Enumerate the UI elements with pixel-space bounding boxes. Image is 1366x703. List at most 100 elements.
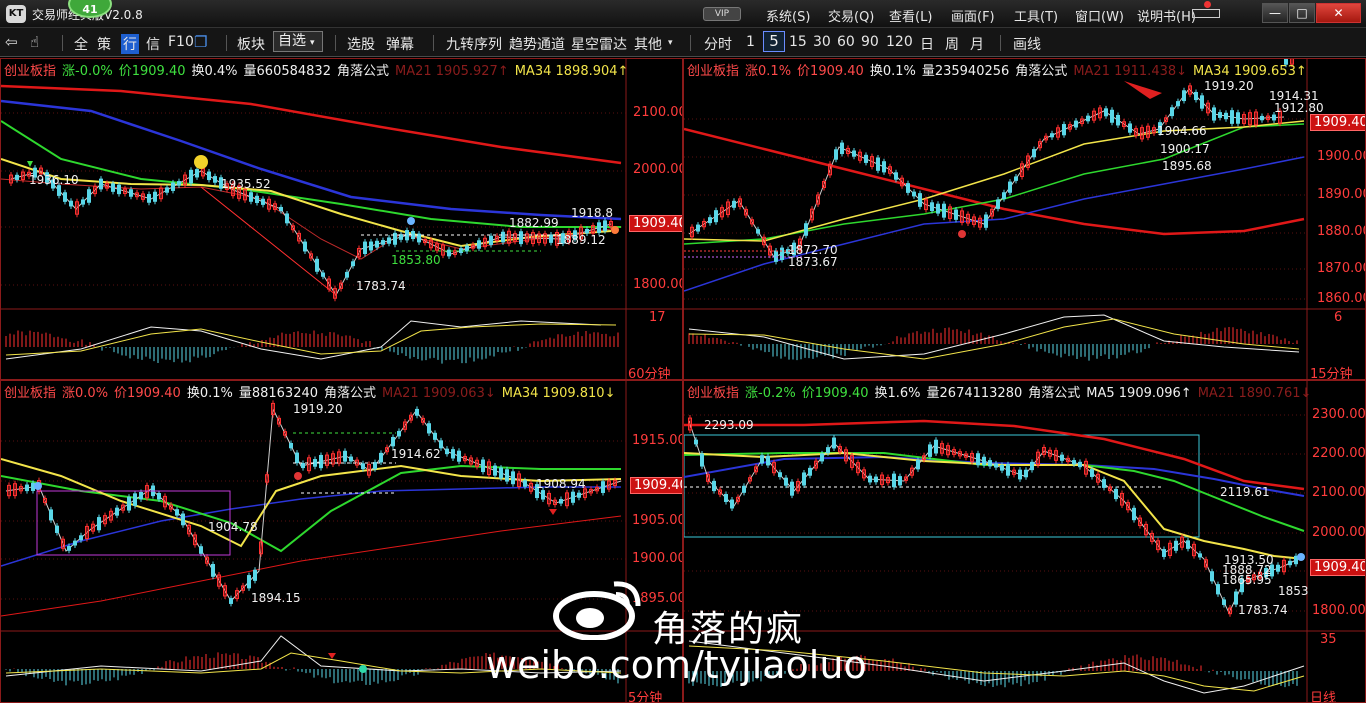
candle: [802, 472, 806, 486]
price-label: 1914.31: [1269, 89, 1319, 103]
menu-window[interactable]: 窗口(W): [1075, 10, 1124, 25]
candle: [888, 166, 892, 174]
candle: [720, 207, 724, 218]
menu-view[interactable]: 查看(L): [889, 10, 933, 25]
candle: [1290, 59, 1294, 65]
y-axis-tick: 2100.00: [1312, 485, 1366, 500]
candle: [994, 463, 998, 468]
toolbar-all[interactable]: 全: [74, 37, 88, 53]
period-timeshare[interactable]: 分时: [704, 37, 732, 53]
toolbar-board[interactable]: 板块: [237, 37, 265, 53]
candle: [892, 473, 896, 488]
candle: [870, 156, 874, 167]
y-axis-tick: 1890.00: [1317, 187, 1366, 202]
candle: [81, 199, 85, 205]
candle: [169, 504, 173, 510]
chart-panel-5min[interactable]: 创业板指 涨0.0% 价1909.40 换0.1% 量88163240 角落公式 MA21 …: [0, 380, 683, 703]
candle: [57, 185, 61, 196]
period-day[interactable]: 日: [920, 37, 934, 53]
candle: [469, 457, 473, 465]
candle: [1266, 115, 1270, 121]
user-icon[interactable]: [1192, 9, 1220, 18]
toolbar-radar[interactable]: 星空雷达: [571, 37, 627, 53]
candle: [543, 233, 547, 244]
toolbar-popup[interactable]: 弹幕: [386, 37, 414, 53]
toolbar-quotes[interactable]: 行: [121, 34, 139, 54]
menu-system[interactable]: 系统(S): [766, 10, 811, 25]
toolbar-nine-sequence[interactable]: 九转序列: [446, 37, 502, 53]
candle: [1068, 124, 1072, 130]
period-month[interactable]: 月: [970, 37, 984, 53]
menu-screen[interactable]: 画面(F): [951, 10, 995, 25]
candle: [39, 167, 43, 175]
candle: [1288, 560, 1292, 566]
watchlist-select[interactable]: 自选 ▾: [273, 31, 323, 52]
chart-15min-canvas[interactable]: [684, 59, 1366, 380]
maximize-button[interactable]: □: [1289, 3, 1315, 23]
period-90[interactable]: 90: [861, 34, 879, 50]
candle: [583, 488, 587, 498]
candle: [1008, 181, 1012, 193]
candle: [1026, 155, 1030, 168]
chart-daily-canvas[interactable]: [684, 381, 1366, 703]
period-15[interactable]: 15: [789, 34, 807, 50]
alert-dot-icon: [1204, 1, 1211, 8]
notification-badge[interactable]: 41: [68, 0, 112, 18]
candle: [762, 236, 766, 246]
minimize-button[interactable]: —: [1262, 3, 1288, 23]
period-30[interactable]: 30: [813, 34, 831, 50]
candle: [736, 496, 740, 502]
period-120[interactable]: 120: [886, 34, 913, 50]
candle: [886, 477, 890, 484]
candle: [189, 169, 193, 184]
hand-cursor-icon[interactable]: ☝: [30, 33, 40, 51]
chart-panel-daily[interactable]: 创业板指 涨-0.2% 价1909.40 换1.6% 量2674113280 角落公式 MA…: [683, 380, 1366, 703]
candle: [271, 402, 275, 416]
back-arrow-icon[interactable]: ⇦: [5, 33, 18, 51]
chart-panel-60min[interactable]: 创业板指 涨-0.0% 价1909.40 换0.4% 量660584832 角落公式 MA2…: [0, 58, 683, 380]
toolbar-info[interactable]: 信: [146, 37, 160, 53]
current-price-tag: 1909.40: [1310, 559, 1365, 576]
panel-header: 创业板指 涨0.1% 价1909.40 换0.1% 量235940256 角落公式 MA21…: [687, 64, 1307, 79]
chart-60min-canvas[interactable]: [1, 59, 683, 380]
candle: [567, 230, 571, 243]
toolbar-f10[interactable]: F10: [168, 34, 194, 50]
candle: [537, 233, 541, 243]
candle: [207, 171, 211, 181]
toolbar-strategy[interactable]: 策: [97, 37, 111, 53]
candle: [9, 174, 13, 184]
candle: [958, 451, 962, 457]
chevron-down-icon[interactable]: ▾: [668, 38, 673, 48]
candle: [1060, 454, 1064, 461]
candle: [343, 450, 347, 462]
toolbar-draw-line[interactable]: 画线: [1013, 37, 1041, 53]
candle: [69, 200, 73, 207]
candle: [784, 477, 788, 486]
candle: [714, 210, 718, 223]
candle: [1032, 149, 1036, 158]
close-button[interactable]: ✕: [1316, 3, 1361, 23]
period-week[interactable]: 周: [945, 37, 959, 53]
multi-window-icon[interactable]: ❐: [194, 33, 208, 51]
candle: [1024, 469, 1028, 478]
chart-5min-canvas[interactable]: [1, 381, 683, 703]
menu-tools[interactable]: 工具(T): [1014, 10, 1059, 25]
candle: [477, 240, 481, 249]
y-axis-tick: 1900.00: [632, 551, 683, 566]
toolbar-select-stock[interactable]: 选股: [347, 37, 375, 53]
candle: [331, 453, 335, 465]
candle: [760, 455, 764, 464]
toolbar-other[interactable]: 其他: [634, 37, 662, 53]
menu-manual[interactable]: 说明书(H): [1137, 10, 1196, 25]
chart-panel-15min[interactable]: 创业板指 涨0.1% 价1909.40 换0.1% 量235940256 角落公式 MA21…: [683, 58, 1366, 380]
candle: [1164, 117, 1168, 123]
period-5[interactable]: 5: [763, 31, 785, 52]
watermark-author: 角落的疯: [652, 609, 805, 650]
candle: [85, 525, 89, 540]
vip-badge[interactable]: VIP: [703, 7, 741, 21]
toolbar-trend-channel[interactable]: 趋势通道: [509, 37, 565, 53]
menu-trade[interactable]: 交易(Q): [828, 10, 875, 25]
period-1[interactable]: 1: [746, 34, 755, 50]
period-60[interactable]: 60: [837, 34, 855, 50]
candle: [523, 480, 527, 487]
